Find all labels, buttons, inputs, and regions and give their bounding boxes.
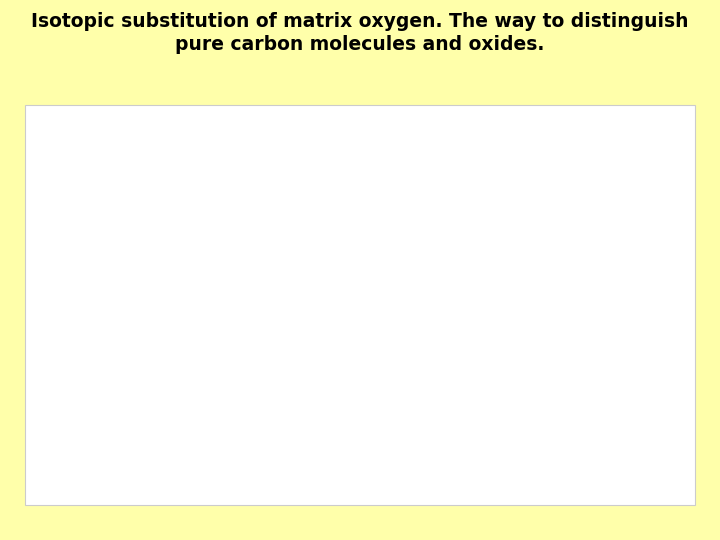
Bar [25,105,695,505]
Text: Isotopic substitution of matrix oxygen. The way to distinguish
pure carbon molec: Isotopic substitution of matrix oxygen. … [31,12,689,55]
